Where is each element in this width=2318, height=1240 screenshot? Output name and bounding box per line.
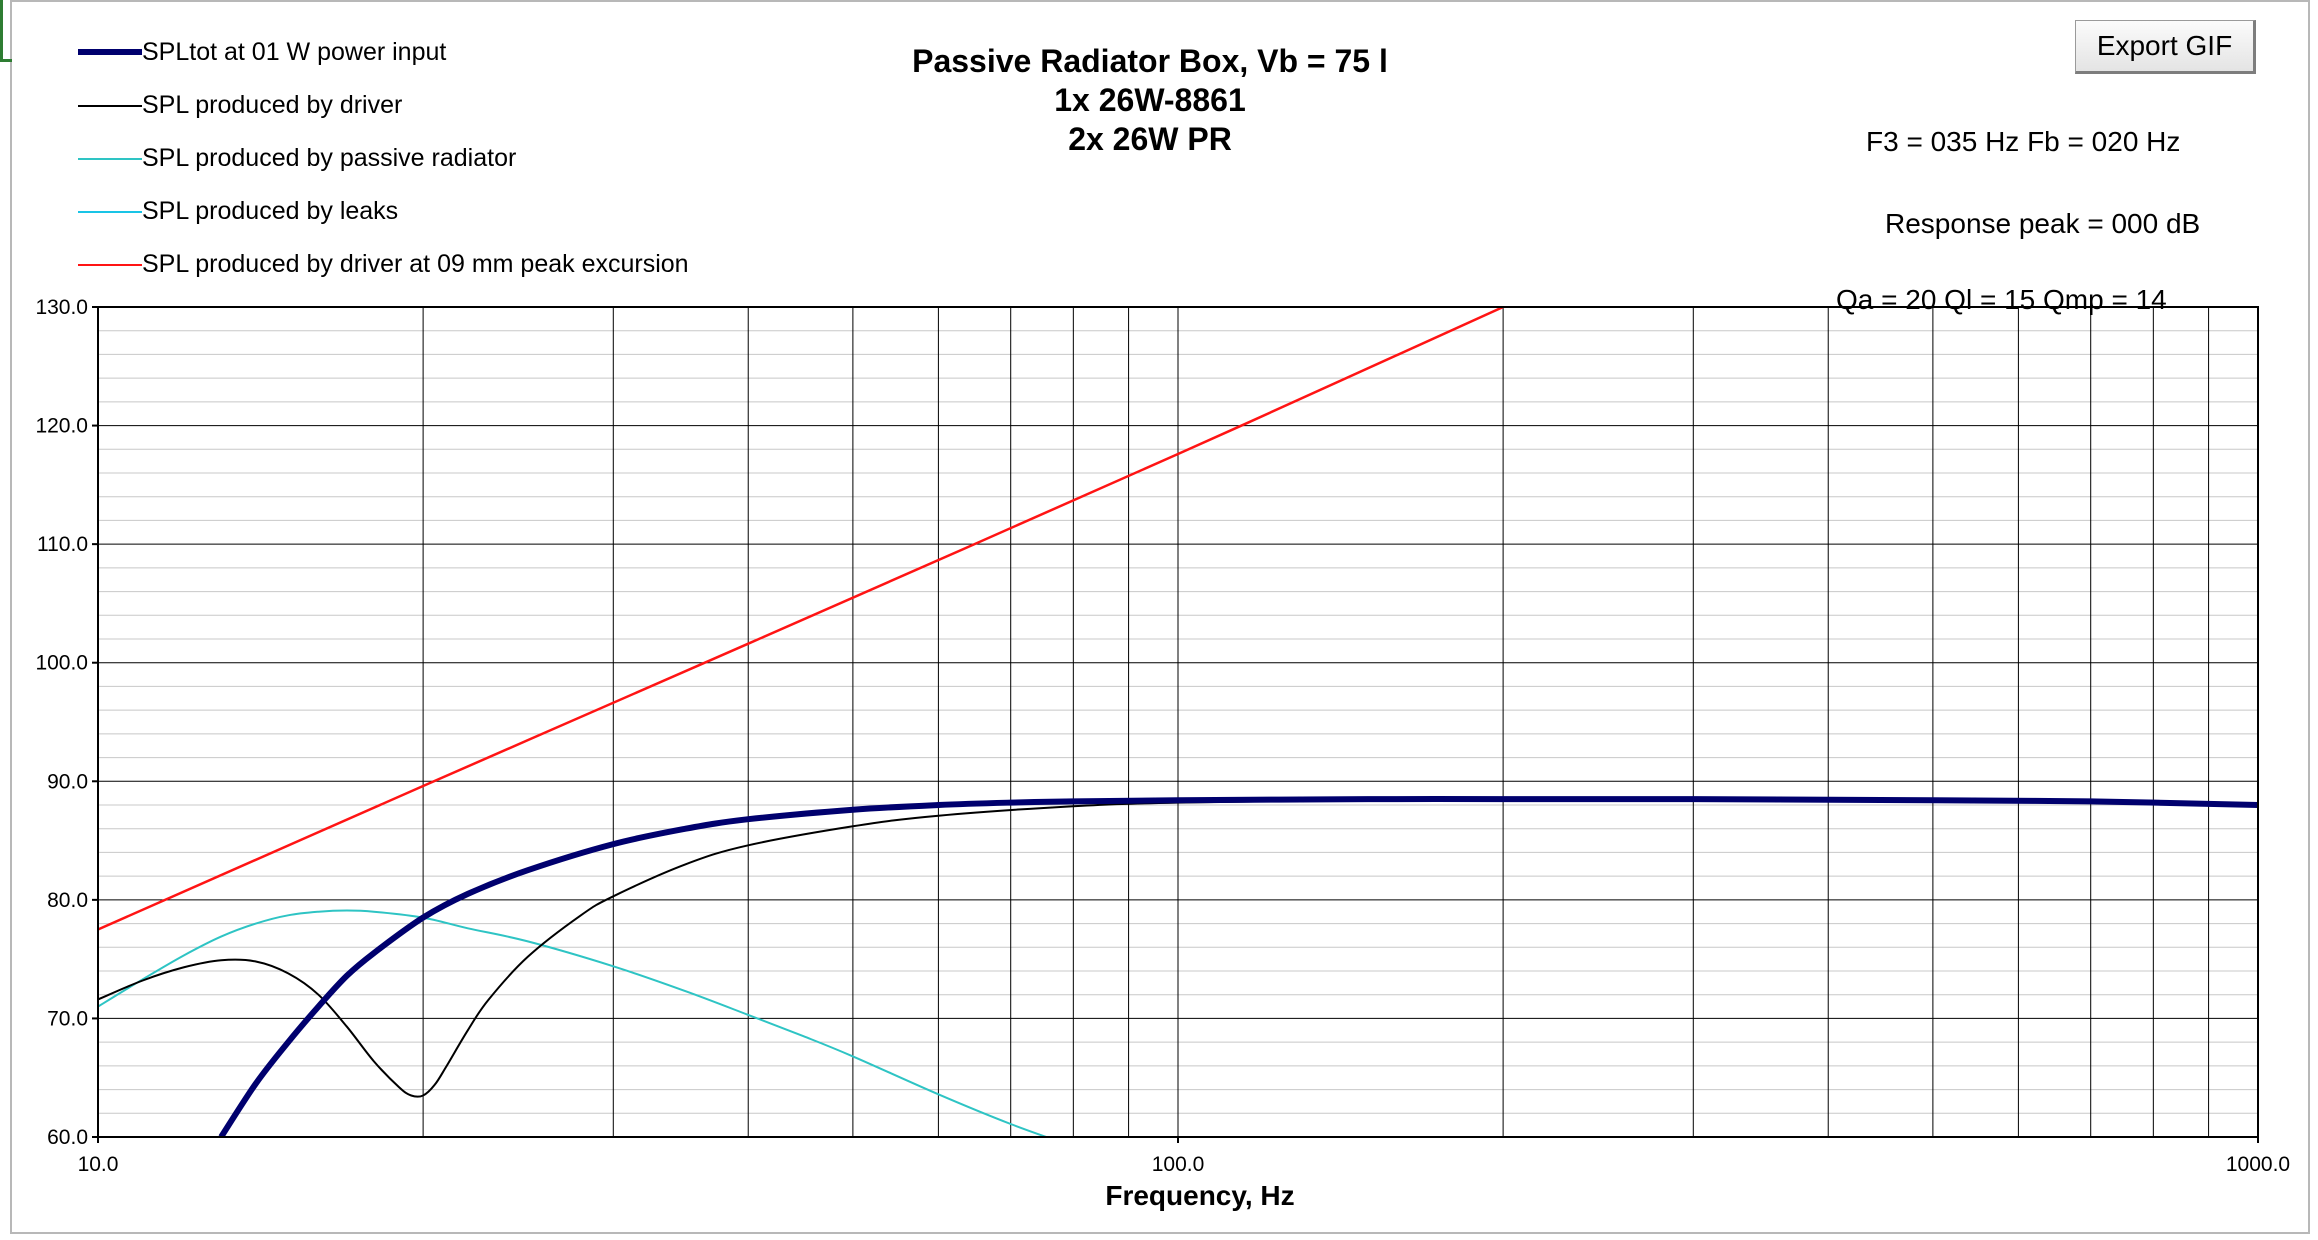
legend-item-leaks: SPL produced by leaks xyxy=(78,191,689,244)
legend-swatch xyxy=(78,211,142,213)
grid xyxy=(98,307,2258,1137)
x-axis-label: Frequency, Hz xyxy=(1105,1180,1295,1211)
title-line-3: 2x 26W PR xyxy=(1068,121,1232,157)
q-values-readout: Qa = 20 Ql = 15 Qmp = 14 xyxy=(1836,284,2167,315)
x-tick-label: 1000.0 xyxy=(2226,1153,2290,1176)
series-line-0 xyxy=(218,796,2258,1137)
legend-item-passive-radiator: SPL produced by passive radiator xyxy=(78,138,689,191)
response-peak-readout: Response peak = 000 dB xyxy=(1885,208,2201,239)
legend-item-driver: SPL produced by driver xyxy=(78,85,689,138)
series-line-2 xyxy=(98,909,1050,1137)
y-tick-label: 90.0 xyxy=(47,770,88,793)
legend-swatch xyxy=(78,264,142,266)
y-tick-label: 70.0 xyxy=(47,1007,88,1030)
legend-swatch xyxy=(78,105,142,107)
legend-label: SPLtot at 01 W power input xyxy=(142,38,447,66)
y-tick-label: 60.0 xyxy=(47,1126,88,1149)
y-tick-label: 80.0 xyxy=(47,889,88,912)
x-axis-ticks: 10.0 100.0 1000.0 xyxy=(78,1137,2290,1176)
legend: SPLtot at 01 W power input SPL produced … xyxy=(78,32,689,297)
legend-item-excursion-limit: SPL produced by driver at 09 mm peak exc… xyxy=(78,244,689,297)
legend-swatch xyxy=(78,158,142,160)
y-axis-ticks: 60.0 70.0 80.0 90.0 100.0 110.0 120.0 130.0 xyxy=(35,296,98,1149)
cell-selection-marker xyxy=(0,0,12,62)
chart-title: Passive Radiator Box, Vb = 75 l 1x 26W-8… xyxy=(850,42,1450,159)
series-line-4 xyxy=(98,307,1504,931)
legend-label: SPL produced by passive radiator xyxy=(142,144,517,172)
y-tick-label: 100.0 xyxy=(35,652,88,675)
y-tick-label: 130.0 xyxy=(35,296,88,319)
legend-item-spl-total: SPLtot at 01 W power input xyxy=(78,32,689,85)
export-gif-button[interactable]: Export GIF xyxy=(2075,20,2256,74)
title-line-2: 1x 26W-8861 xyxy=(1054,82,1246,118)
y-tick-label: 110.0 xyxy=(37,533,88,556)
title-line-1: Passive Radiator Box, Vb = 75 l xyxy=(912,43,1388,79)
x-tick-label: 100.0 xyxy=(1152,1153,1205,1176)
y-tick-label: 120.0 xyxy=(35,415,88,438)
legend-label: SPL produced by driver at 09 mm peak exc… xyxy=(142,250,689,278)
legend-label: SPL produced by driver xyxy=(142,91,403,119)
legend-swatch xyxy=(78,49,142,55)
series-layer xyxy=(98,307,2258,1137)
legend-label: SPL produced by leaks xyxy=(142,197,399,225)
x-tick-label: 10.0 xyxy=(78,1153,119,1176)
f3-fb-readout: F3 = 035 Hz Fb = 020 Hz xyxy=(1866,126,2181,157)
